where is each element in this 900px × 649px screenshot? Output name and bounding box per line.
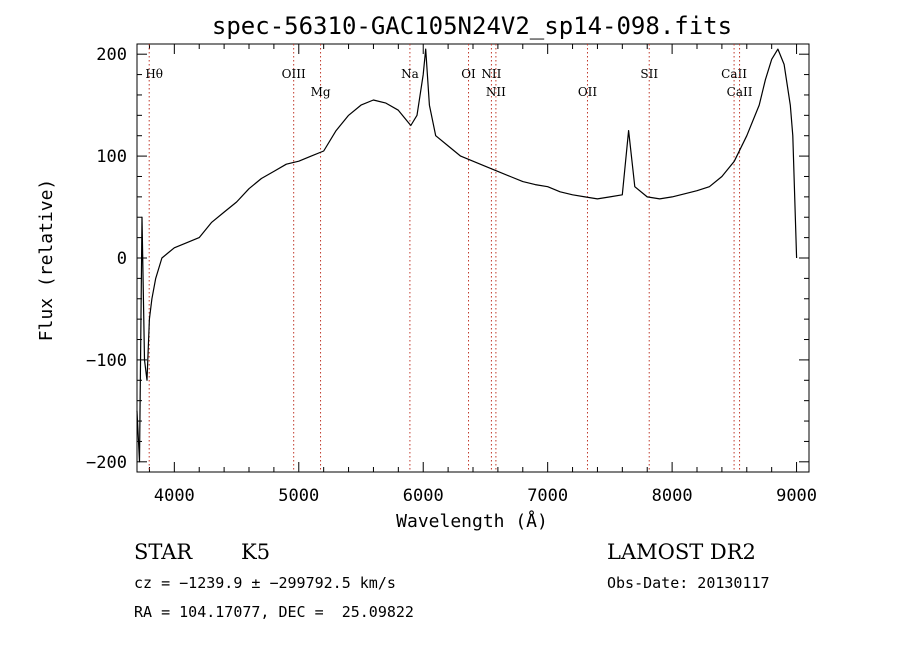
line-marker-label: OII (578, 85, 598, 99)
line-marker-label: CaII (721, 67, 747, 81)
x-axis-label: Wavelength (Å) (396, 510, 548, 532)
object-class: STAR (134, 540, 193, 564)
y-tick-label: 200 (96, 45, 127, 65)
line-marker-label: Na (401, 67, 419, 81)
observation-date: Obs-Date: 20130117 (607, 574, 770, 592)
x-tick-label: 6000 (403, 486, 444, 506)
line-marker-label: SII (640, 67, 658, 81)
object-subclass: K5 (241, 540, 271, 564)
line-marker-label: NII (481, 67, 501, 81)
line-marker-label: OIII (282, 67, 306, 81)
line-marker-label: Mg (311, 85, 331, 99)
y-axis-label: Flux (relative) (36, 179, 57, 342)
redshift-info: cz = −1239.9 ± −299792.5 km/s (134, 574, 396, 592)
survey-name: LAMOST DR2 (607, 540, 756, 564)
coordinates: RA = 104.17077, DEC = 25.09822 (134, 603, 414, 621)
x-tick-label: 5000 (278, 486, 319, 506)
y-tick-label: 0 (117, 249, 127, 269)
y-tick-label: 100 (96, 147, 127, 167)
x-tick-label: 7000 (527, 486, 568, 506)
y-axis: −200 −100 0 100 200 (86, 45, 809, 473)
line-marker-label: OI (461, 67, 476, 81)
plot-border (136, 43, 810, 473)
x-tick-label: 4000 (154, 486, 195, 506)
line-marker-label: CaII (727, 85, 753, 99)
plot-frame (136, 43, 810, 473)
chart-title: spec-56310-GAC105N24V2_sp14-098.fits (212, 12, 732, 40)
line-marker-label: Hθ (145, 67, 163, 81)
y-tick-label: −100 (86, 351, 127, 371)
y-tick-label: −200 (86, 453, 127, 473)
x-tick-label: 9000 (776, 486, 817, 506)
line-markers: Hθ OIII Mg Na OI NII NII OII SII CaII CaII (145, 44, 753, 472)
series-group (136, 48, 798, 463)
line-marker-label: NII (486, 85, 506, 99)
x-axis: 4000 5000 6000 7000 8000 9000 (148, 44, 817, 506)
x-tick-label: 8000 (652, 486, 693, 506)
spectrum-line (136, 48, 798, 463)
